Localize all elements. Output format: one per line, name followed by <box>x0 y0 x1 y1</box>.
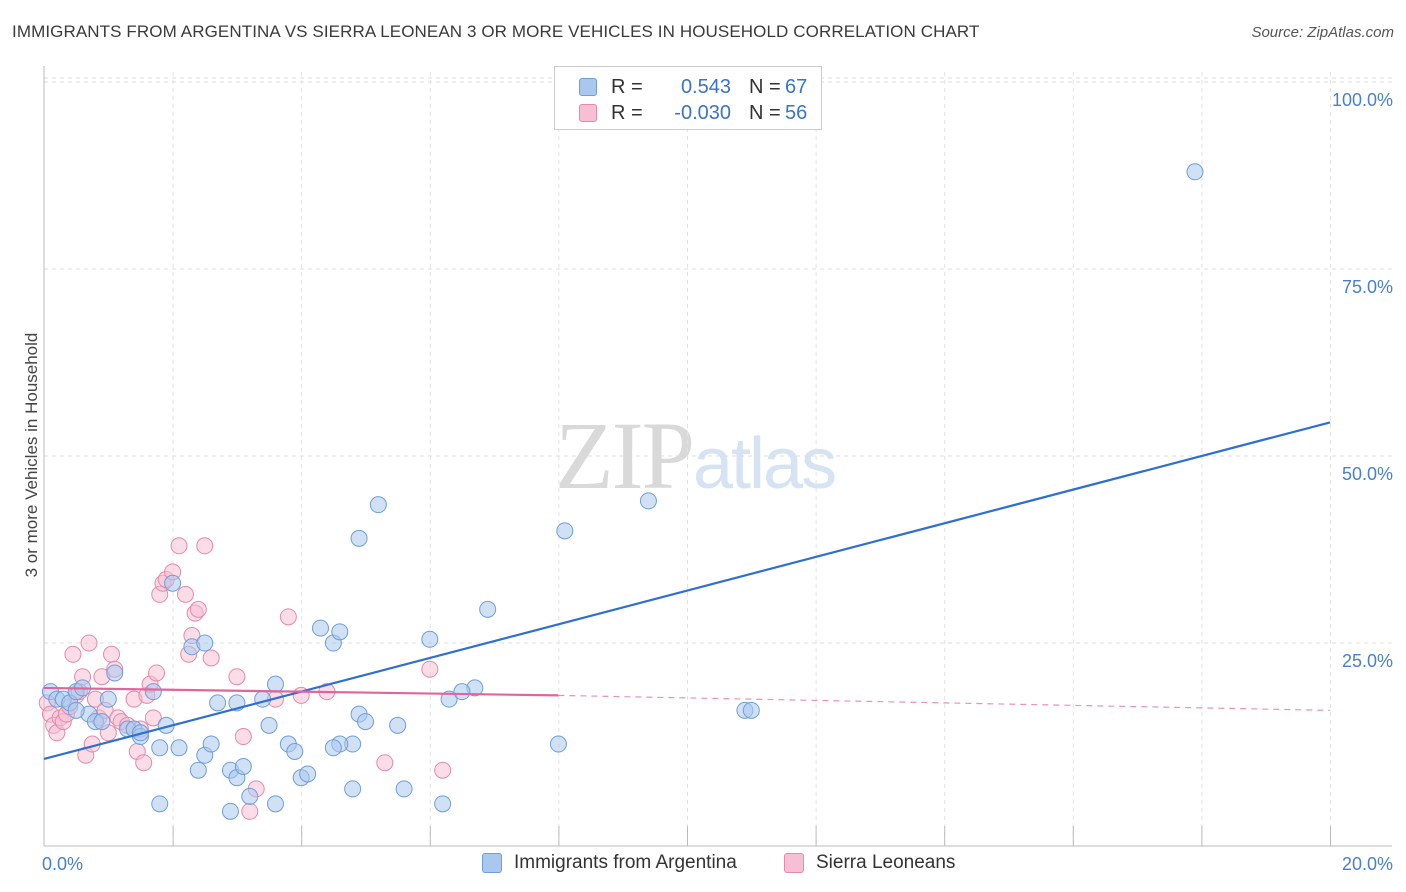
watermark-atlas: atlas <box>693 424 837 504</box>
sierra-leonean-point <box>144 709 162 727</box>
bottom-legend-label-argentina: Immigrants from Argentina <box>514 852 737 873</box>
bottom-legend-label-sierra-leonean: Sierra Leoneans <box>816 852 956 873</box>
sierra-leonean-point <box>103 645 121 663</box>
argentina-point <box>395 780 413 798</box>
sierra-leonean-point <box>135 754 153 772</box>
argentina-point <box>389 716 407 734</box>
source-label: Source: ZipAtlas.com <box>1251 24 1394 41</box>
argentina-point <box>99 690 117 708</box>
argentina-point <box>196 634 214 652</box>
y-tick-label: 50.0% <box>1342 464 1393 484</box>
argentina-point <box>639 492 657 510</box>
bottom-legend-argentina: Immigrants from Argentina <box>482 852 737 874</box>
argentina-point <box>350 529 368 547</box>
argentina-point <box>331 623 349 641</box>
argentina-point <box>241 787 259 805</box>
argentina-point <box>254 690 272 708</box>
argentina-point <box>93 713 111 731</box>
argentina-point <box>311 619 329 637</box>
argentina-point <box>151 739 169 757</box>
legend-n-value: 67 <box>785 75 808 98</box>
argentina-point <box>434 795 452 813</box>
x-tick-label: 20.0% <box>1342 854 1393 874</box>
argentina-point <box>299 765 317 783</box>
bottom-legend-swatch-argentina <box>482 853 502 873</box>
legend-r-value: 0.543 <box>680 75 731 98</box>
argentina-point <box>221 802 239 820</box>
sierra-leonean-point <box>376 754 394 772</box>
argentina-point <box>742 701 760 719</box>
bottom-legend-sierra-leonean: Sierra Leoneans <box>784 852 955 874</box>
argentina-point <box>479 600 497 618</box>
sierra-leonean-point <box>434 761 452 779</box>
argentina-point <box>357 713 374 731</box>
y-tick-label: 25.0% <box>1342 651 1393 671</box>
y-tick-label: 100.0% <box>1332 90 1393 110</box>
legend-n-value: 56 <box>785 101 808 124</box>
sierra-leonean-point <box>189 600 207 618</box>
bottom-legend: Immigrants from Argentina Sierra Leonean… <box>0 852 1406 878</box>
y-tick-label: 75.0% <box>1342 277 1393 297</box>
sierra-leonean-point <box>279 608 297 626</box>
argentina-point <box>324 739 342 757</box>
argentina-point <box>189 761 207 779</box>
legend-swatch-argentina <box>579 78 597 96</box>
argentina-point <box>209 694 227 712</box>
watermark: ZIPatlas <box>555 400 837 511</box>
argentina-point <box>440 690 458 708</box>
legend-swatch-sierra-leonean <box>579 104 597 122</box>
argentina-point <box>164 574 182 592</box>
argentina-point <box>266 675 284 693</box>
sierra-leonean-point <box>148 664 166 682</box>
argentina-point <box>67 701 85 719</box>
argentina-point <box>202 735 220 753</box>
argentina-point <box>549 735 567 753</box>
argentina-point <box>286 743 304 760</box>
sierra-leonean-point <box>228 668 246 686</box>
sierra-leonean-trend-line <box>43 686 559 697</box>
bottom-legend-swatch-sierra-leonean <box>784 853 804 873</box>
sierra-leonean-point <box>202 649 220 667</box>
legend-n-label: N = <box>749 101 781 124</box>
argentina-point <box>1186 163 1204 181</box>
argentina-point <box>266 795 284 813</box>
sierra-leonean-point <box>196 537 214 555</box>
legend: R = 0.543 N = 67 R = -0.030 N = 56 <box>554 66 822 130</box>
sierra-leonean-point <box>176 585 194 603</box>
legend-r-label: R = <box>611 75 643 98</box>
argentina-point <box>260 716 278 734</box>
argentina-point <box>421 630 439 648</box>
argentina-point <box>144 683 162 701</box>
sierra-leonean-point <box>234 728 252 746</box>
argentina-point <box>106 664 124 682</box>
argentina-trend-line <box>43 421 1331 761</box>
argentina-point <box>344 780 362 798</box>
legend-row-argentina: R = 0.543 N = 67 <box>579 75 807 99</box>
legend-n-label: N = <box>749 75 781 98</box>
argentina-point <box>151 795 169 813</box>
sierra-leonean-point <box>80 634 98 652</box>
argentina-point <box>556 522 574 540</box>
sierra-leonean-trend-extension <box>558 694 1331 711</box>
sierra-leonean-point <box>64 645 82 663</box>
legend-r-value: -0.030 <box>674 101 731 124</box>
chart-title: IMMIGRANTS FROM ARGENTINA VS SIERRA LEON… <box>12 22 980 41</box>
legend-r-label: R = <box>611 101 643 124</box>
sierra-leonean-point <box>241 802 259 820</box>
legend-row-sierra-leonean: R = -0.030 N = 56 <box>579 101 807 125</box>
argentina-point <box>170 739 188 757</box>
argentina-point <box>453 683 471 701</box>
sierra-leonean-point <box>170 537 188 555</box>
x-tick-label: 0.0% <box>42 854 83 874</box>
argentina-point <box>234 757 252 775</box>
argentina-point <box>369 496 387 514</box>
sierra-leonean-point <box>421 660 439 678</box>
